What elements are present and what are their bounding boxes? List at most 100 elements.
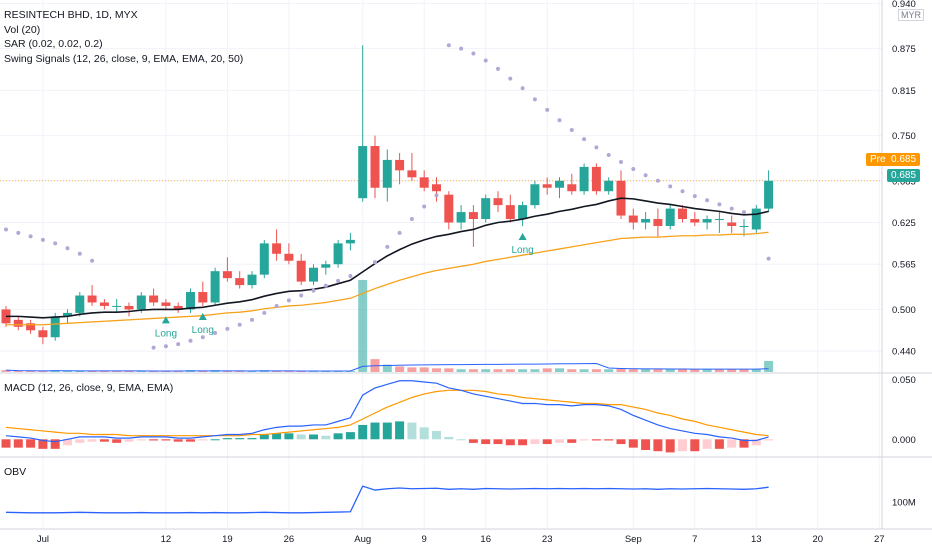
candle-body	[764, 180, 774, 209]
candle-body	[444, 194, 454, 223]
legend-volume[interactable]: Vol (20)	[4, 23, 41, 36]
volume-bar	[493, 369, 503, 372]
volume-bars	[1, 280, 774, 372]
sar-dot	[680, 189, 685, 194]
candle-body	[358, 146, 368, 199]
sar-dot	[545, 107, 550, 112]
volume-bar	[333, 371, 343, 372]
candle-body	[345, 239, 355, 244]
macd-histogram-bar	[235, 438, 245, 440]
sar-dot	[557, 118, 562, 123]
macd-histogram-bar	[13, 439, 23, 448]
time-tick-label: Jul	[37, 534, 49, 545]
pre-market-label: Pre	[866, 153, 890, 166]
macd-histogram-bar	[555, 439, 564, 443]
sar-dot	[532, 97, 537, 102]
price-tick-label: 0.875	[892, 44, 916, 55]
time-tick-label: 13	[751, 534, 762, 545]
candle-body	[481, 198, 491, 220]
macd-histogram-bar	[641, 439, 651, 451]
candle-body	[518, 205, 528, 220]
candle-body	[99, 302, 109, 306]
macd-histogram-bar	[505, 439, 515, 446]
sar-dot	[385, 244, 390, 249]
volume-bar	[604, 369, 614, 372]
obv-pane	[5, 485, 769, 514]
macd-histogram-bar	[493, 439, 503, 445]
volume-bar	[321, 371, 331, 372]
sar-dot	[668, 184, 673, 189]
macd-histogram-bar	[38, 439, 48, 449]
symbol-title[interactable]: RESINTECH BHD, 1D, MYX	[4, 9, 138, 21]
volume-bar	[149, 371, 159, 372]
sar-dot	[742, 210, 746, 215]
macd-histogram-bar	[50, 439, 60, 449]
candle-body	[751, 208, 761, 230]
currency-label[interactable]: MYR	[898, 9, 924, 21]
candle-body	[247, 274, 257, 286]
candle-body	[382, 159, 392, 188]
volume-bar	[727, 369, 737, 372]
volume-bar	[309, 371, 318, 372]
sar-dot	[188, 338, 193, 343]
candle-body	[678, 208, 687, 220]
volume-bar	[63, 371, 72, 372]
candle-body	[13, 319, 23, 327]
macd-histogram-bar	[678, 439, 687, 452]
candle-body	[26, 323, 36, 331]
candle-body	[50, 316, 60, 338]
volume-bar	[419, 367, 429, 372]
legend-sar[interactable]: SAR (0.02, 0.02, 0.2)	[4, 38, 103, 50]
candle-body	[112, 305, 122, 307]
candle-body	[284, 253, 294, 261]
sar-dot	[250, 317, 254, 322]
macd-histogram-bar	[198, 439, 208, 441]
candle-body	[690, 219, 700, 223]
candle-body	[739, 225, 749, 227]
grid-lines	[0, 0, 932, 530]
ema-slow-line	[6, 231, 769, 326]
obv-tick-label: 100M	[892, 497, 916, 508]
macd-histogram-bar	[75, 439, 85, 443]
volume-bar	[678, 369, 687, 372]
sar-dot	[53, 241, 58, 246]
obv-title[interactable]: OBV	[4, 466, 27, 478]
candle-body	[75, 295, 85, 313]
volume-bar	[579, 369, 589, 372]
candle-body	[468, 212, 478, 220]
macd-histogram-bar	[296, 434, 306, 440]
macd-histogram-bar	[112, 439, 122, 443]
sar-dot	[705, 198, 710, 203]
candle-body	[296, 260, 306, 282]
sar-dot	[65, 246, 70, 251]
sar-dot	[237, 322, 242, 327]
macd-histogram-bar	[468, 439, 478, 443]
sar-dot	[594, 145, 599, 150]
volume-bar	[395, 366, 405, 372]
candle-body	[653, 219, 663, 226]
macd-histogram-bar	[714, 439, 724, 449]
volume-bar	[444, 368, 454, 372]
macd-histogram-bar	[136, 439, 146, 441]
sar-dot	[90, 258, 95, 263]
candle-body	[309, 267, 318, 282]
legend-swing-signals[interactable]: Swing Signals (12, 26, close, 9, EMA, EM…	[4, 52, 244, 65]
volume-bar	[112, 371, 122, 372]
macd-histogram-bar	[518, 439, 528, 446]
time-tick-label: 26	[284, 534, 295, 545]
long-signal-arrow	[161, 316, 170, 324]
macd-histogram-bar	[161, 439, 171, 441]
sar-dot	[262, 310, 267, 315]
candle-body	[210, 271, 220, 303]
macd-tick-label: 0.000	[892, 435, 916, 446]
candle-body	[87, 295, 97, 303]
volume-bar	[481, 369, 491, 372]
volume-bar	[567, 369, 577, 372]
sar-dot	[176, 342, 181, 347]
macd-histogram-bar	[751, 439, 761, 446]
time-tick-label: 16	[480, 534, 491, 545]
macd-histogram-bar	[739, 439, 749, 448]
ema-fast-line	[6, 197, 769, 319]
macd-title[interactable]: MACD (12, 26, close, 9, EMA, EMA)	[4, 382, 174, 394]
